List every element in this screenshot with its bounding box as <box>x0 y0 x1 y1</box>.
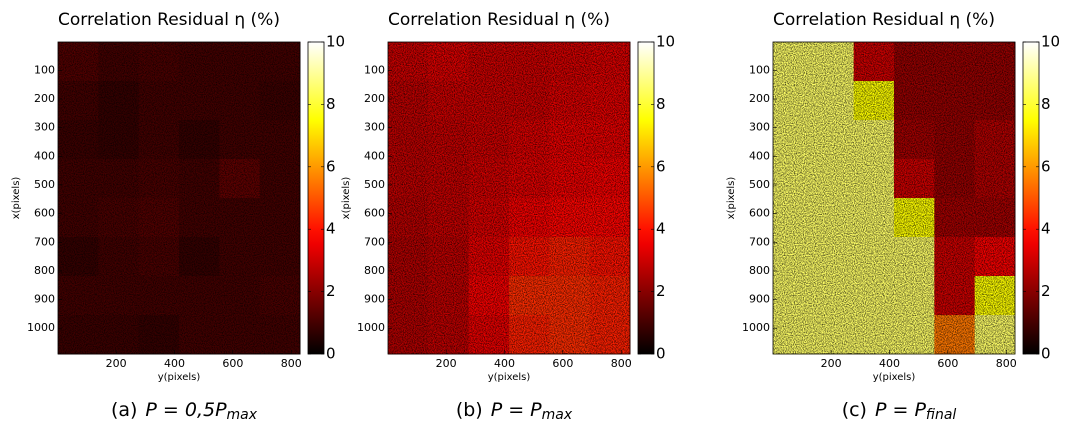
colorbar-tick-label: 2 <box>656 282 666 300</box>
y-tick-label: 900 <box>364 293 385 306</box>
texture <box>388 42 630 354</box>
x-tick-label: 600 <box>552 357 573 370</box>
colorbar-tick-label: 8 <box>1041 95 1051 113</box>
y-tick-label: 600 <box>749 207 770 220</box>
y-tick-label: 400 <box>364 149 385 162</box>
colorbar <box>307 41 325 355</box>
y-axis-label: x(pixels) <box>726 177 737 220</box>
chart-title: Correlation Residual η (%) <box>58 10 280 30</box>
x-tick-label: 800 <box>996 357 1017 370</box>
y-tick-label: 700 <box>34 235 55 248</box>
caption-label: (c) <box>842 399 867 421</box>
y-tick-label: 800 <box>34 264 55 277</box>
y-tick-label: 400 <box>34 149 55 162</box>
y-tick-label: 500 <box>749 178 770 191</box>
y-tick-label: 900 <box>749 293 770 306</box>
x-tick-label: 400 <box>879 357 900 370</box>
x-tick-label: 600 <box>937 357 958 370</box>
x-axis-label: y(pixels) <box>158 372 201 383</box>
caption-sub: final <box>926 407 956 423</box>
y-tick-label: 200 <box>34 92 55 105</box>
caption-label: (a) <box>111 399 137 421</box>
plot-frame <box>772 41 1016 355</box>
colorbar-tick-label: 0 <box>1041 345 1051 363</box>
colorbar-tick-label: 10 <box>326 33 345 51</box>
y-tick-label: 400 <box>749 149 770 162</box>
caption: (a) P = 0,5Pmax <box>111 399 258 424</box>
colorbar-tick-label: 10 <box>656 33 675 51</box>
y-tick-label: 100 <box>34 63 55 76</box>
colorbar <box>1022 41 1040 355</box>
colorbar-tick-label: 8 <box>326 95 336 113</box>
colorbar-tick-label: 4 <box>656 220 666 238</box>
chart-title: Correlation Residual η (%) <box>773 10 995 30</box>
colorbar-tick-label: 6 <box>1041 157 1051 175</box>
x-tick-label: 200 <box>106 357 127 370</box>
caption-expr: P = P <box>875 399 926 421</box>
x-tick-label: 800 <box>611 357 632 370</box>
y-tick-label: 600 <box>34 207 55 220</box>
y-tick-label: 800 <box>364 264 385 277</box>
chart-title: Correlation Residual η (%) <box>388 10 610 30</box>
colorbar <box>637 41 655 355</box>
caption: (b) P = Pmax <box>456 399 573 424</box>
y-tick-label: 100 <box>364 63 385 76</box>
y-tick-label: 200 <box>364 92 385 105</box>
colorbar-tick-label: 2 <box>326 282 336 300</box>
y-tick-label: 300 <box>34 121 55 134</box>
colorbar-tick-label: 2 <box>1041 282 1051 300</box>
y-tick-label: 100 <box>749 63 770 76</box>
y-tick-label: 700 <box>364 235 385 248</box>
caption-sub: max <box>542 407 573 423</box>
x-tick-label: 200 <box>436 357 457 370</box>
caption-label: (b) <box>456 399 483 421</box>
y-tick-label: 600 <box>364 207 385 220</box>
colorbar-tick-label: 8 <box>656 95 666 113</box>
y-tick-label: 800 <box>749 264 770 277</box>
x-tick-label: 600 <box>222 357 243 370</box>
y-tick-label: 300 <box>749 121 770 134</box>
y-tick-label: 1000 <box>27 321 55 334</box>
colorbar-tick-label: 6 <box>326 157 336 175</box>
colorbar-tick-label: 0 <box>326 345 336 363</box>
y-axis-label: x(pixels) <box>341 177 352 220</box>
y-tick-label: 900 <box>34 293 55 306</box>
y-tick-label: 1000 <box>742 321 770 334</box>
plot-frame <box>57 41 301 355</box>
y-axis-label: x(pixels) <box>11 177 22 220</box>
y-tick-label: 200 <box>749 92 770 105</box>
x-axis-label: y(pixels) <box>488 372 531 383</box>
caption-expr: P = P <box>491 399 542 421</box>
colorbar-tick-label: 6 <box>656 157 666 175</box>
caption: (c) P = Pfinal <box>842 399 957 424</box>
texture <box>773 42 1015 354</box>
x-tick-label: 800 <box>281 357 302 370</box>
y-tick-label: 700 <box>749 235 770 248</box>
x-tick-label: 400 <box>164 357 185 370</box>
caption-sub: max <box>227 407 258 423</box>
x-tick-label: 200 <box>821 357 842 370</box>
colorbar-tick-label: 0 <box>656 345 666 363</box>
x-tick-label: 400 <box>494 357 515 370</box>
colorbar-tick-label: 4 <box>326 220 336 238</box>
caption-expr: P = 0,5P <box>145 399 227 421</box>
y-tick-label: 500 <box>364 178 385 191</box>
colorbar-tick-label: 4 <box>1041 220 1051 238</box>
x-axis-label: y(pixels) <box>873 372 916 383</box>
y-tick-label: 300 <box>364 121 385 134</box>
texture <box>58 42 300 354</box>
y-tick-label: 1000 <box>357 321 385 334</box>
y-tick-label: 500 <box>34 178 55 191</box>
colorbar-tick-label: 10 <box>1041 33 1060 51</box>
plot-frame <box>387 41 631 355</box>
